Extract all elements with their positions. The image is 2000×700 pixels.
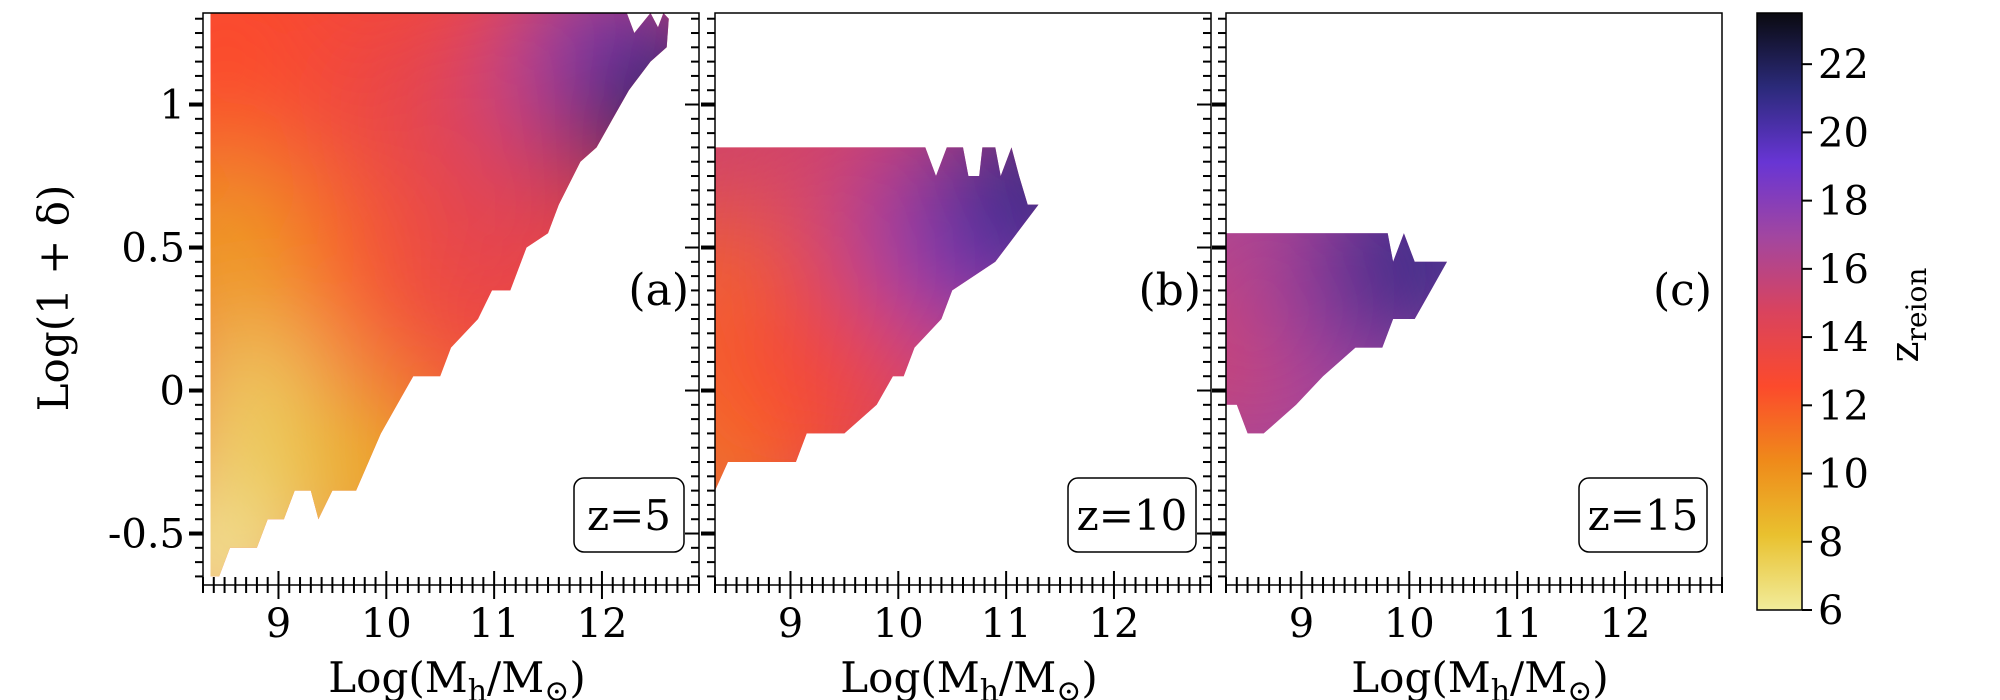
- panel-3-x-tick-label: 9: [1289, 601, 1314, 647]
- y-axis-label: Log(1 + δ): [29, 185, 78, 412]
- panel-2-letter: (b): [1139, 265, 1202, 316]
- y-tick-label: 0: [160, 369, 185, 415]
- panel-1-x-tick-label: 12: [577, 601, 628, 647]
- colorbar-tick-label: 18: [1818, 179, 1869, 225]
- panel-1-heatmap: [210, 13, 669, 577]
- panel-1: 9 10 11 12 Log(Mh/M⊙) (a) z=5: [189, 12, 700, 700]
- panel-2-heat-sample-9: [932, 147, 1039, 286]
- panel-3-x-tick-label: 12: [1600, 601, 1651, 647]
- panel-2-x-tick-label: 10: [873, 601, 924, 647]
- panel-1-x-tick-label: 10: [361, 601, 412, 647]
- panel-1-letter: (a): [628, 265, 689, 316]
- panel-1-heat-sample-4: [210, 13, 320, 143]
- panel-2-x-axis-label: Log(Mh/M⊙): [840, 653, 1097, 700]
- colorbar-tick-label: 10: [1818, 452, 1869, 498]
- panel-1-x-tick-label: 9: [266, 601, 291, 647]
- colorbar-tick-label: 16: [1818, 247, 1869, 293]
- panel-3-letter: (c): [1653, 265, 1712, 316]
- colorbar-tick-label: 22: [1818, 42, 1869, 88]
- panel-2-heat-cells: [715, 147, 1039, 491]
- panel-2-ticks: [701, 17, 1212, 599]
- panel-1-heat-sample-5: [269, 381, 460, 572]
- panel-2-x-tick-label: 11: [981, 601, 1032, 647]
- panel-3: 9 10 11 12 Log(Mh/M⊙) (c) z=15: [1212, 12, 1723, 700]
- panel-3-redshift-label: z=15: [1588, 491, 1699, 540]
- panel-2-redshift-box: [1067, 477, 1197, 553]
- panel-1-x-axis-label: Log(Mh/M⊙): [328, 653, 585, 700]
- panel-3-x-tick-label: 10: [1384, 601, 1435, 647]
- colorbar-tick-label: 14: [1818, 315, 1869, 361]
- panel-1-heat-sample-1: [210, 467, 309, 577]
- panel-3-redshift-box: [1578, 477, 1708, 553]
- colorbar: 6 8 10 12 14 16 18 20 22 zreion: [1756, 12, 1933, 634]
- panel-2-x-tick-label: 12: [1089, 601, 1140, 647]
- y-tick-label: 0.5: [121, 226, 185, 272]
- panel-1-ticks: [189, 17, 700, 599]
- colorbar-tick-label: 20: [1818, 110, 1869, 156]
- panel-1-redshift-box: [573, 477, 685, 553]
- colorbar-tick-label: 8: [1818, 520, 1843, 566]
- colorbar-tick-label: 6: [1818, 588, 1843, 634]
- panel-1-heat-sample-3: [210, 152, 320, 343]
- panel-3-heat-sample-5: [1314, 233, 1447, 357]
- panel-3-x-tick-label: 11: [1492, 601, 1543, 647]
- colorbar-gradient: [1756, 12, 1803, 611]
- panel-2: 9 10 11 12 Log(Mh/M⊙) (b) z=10: [701, 12, 1212, 700]
- colorbar-tick-label: 12: [1818, 383, 1869, 429]
- panel-3-x-axis-label: Log(Mh/M⊙): [1351, 653, 1608, 700]
- panel-3-ticks: [1212, 17, 1723, 599]
- colorbar-label: zreion: [1882, 268, 1933, 363]
- panel-3-heat-cells: [1226, 233, 1447, 429]
- colorbar-ticks: 6 8 10 12 14 16 18 20 22: [1802, 42, 1869, 634]
- y-tick-label: 1: [160, 83, 185, 129]
- y-tick-label: -0.5: [108, 512, 185, 558]
- panel-1-redshift-label: z=5: [587, 491, 671, 540]
- panel-2-redshift-label: z=10: [1077, 491, 1188, 540]
- panel-2-x-tick-label: 9: [778, 601, 803, 647]
- panel-1-x-tick-label: 11: [469, 601, 520, 647]
